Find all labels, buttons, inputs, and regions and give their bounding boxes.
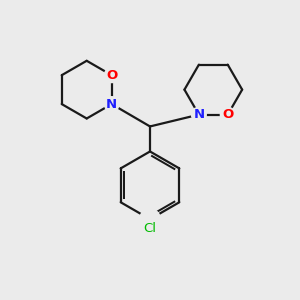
Text: Cl: Cl bbox=[143, 222, 157, 235]
Circle shape bbox=[220, 107, 235, 122]
Circle shape bbox=[104, 68, 119, 82]
Text: O: O bbox=[222, 108, 233, 121]
Text: N: N bbox=[193, 108, 204, 121]
Circle shape bbox=[191, 107, 206, 122]
Text: O: O bbox=[106, 69, 117, 82]
Circle shape bbox=[104, 97, 119, 111]
Text: N: N bbox=[106, 98, 117, 111]
Circle shape bbox=[140, 209, 160, 230]
